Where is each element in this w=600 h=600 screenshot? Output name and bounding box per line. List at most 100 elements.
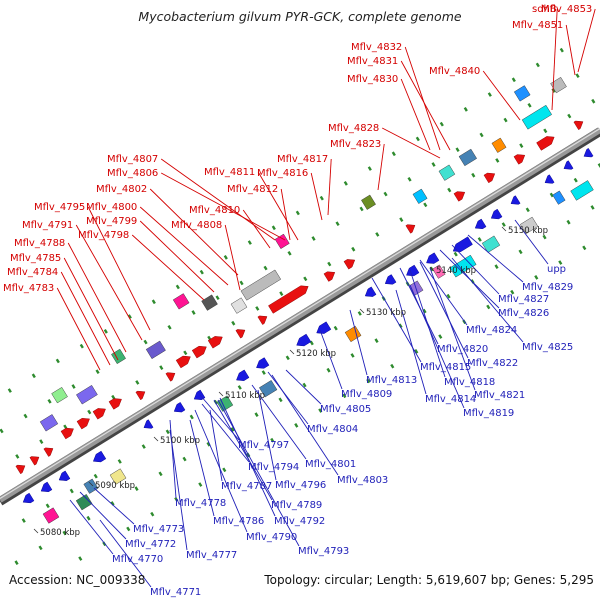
label-mflv-4825[interactable]: Mflv_4825 — [522, 342, 573, 353]
label-mflv-4770[interactable]: Mflv_4770 — [112, 554, 163, 565]
gene-box — [76, 385, 98, 405]
tick-dot — [582, 245, 587, 251]
gene-forward — [165, 372, 176, 382]
leader-mflv-4808 — [224, 224, 241, 291]
tick-mark — [289, 349, 295, 355]
label-mflv-4792[interactable]: Mflv_4792 — [274, 516, 325, 527]
label-mflv-4785[interactable]: Mflv_4785 — [10, 253, 61, 264]
label-mflv-4807[interactable]: Mflv_4807 — [107, 154, 158, 165]
label-mflv-4813[interactable]: Mflv_4813 — [366, 375, 417, 386]
leader-mflv-4802 — [149, 188, 239, 276]
label-mflv-4784[interactable]: Mflv_4784 — [7, 267, 58, 278]
label-mflv-4831[interactable]: Mflv_4831 — [347, 56, 398, 67]
label-mflv-4793[interactable]: Mflv_4793 — [298, 546, 349, 557]
label-mflv-4808[interactable]: Mflv_4808 — [171, 220, 222, 231]
gene-reverse — [490, 208, 503, 220]
label-mflv-4805[interactable]: Mflv_4805 — [320, 404, 371, 415]
label-mflv-4795[interactable]: Mflv_4795 — [34, 202, 85, 213]
label-mflv-4802[interactable]: Mflv_4802 — [96, 184, 147, 195]
label-mflv-4797[interactable]: Mflv_4797 — [238, 440, 289, 451]
label-mflv-4812[interactable]: Mflv_4812 — [227, 184, 278, 195]
label-mflv-4824[interactable]: Mflv_4824 — [466, 325, 517, 336]
label-mflv-4811[interactable]: Mflv_4811 — [204, 167, 255, 178]
label-mflv-4840[interactable]: Mflv_4840 — [429, 66, 480, 77]
gene-arrow — [143, 419, 154, 429]
label-mflv-4815[interactable]: Mflv_4815 — [420, 362, 471, 373]
tick-dot — [438, 334, 443, 339]
tick-dot — [343, 181, 348, 186]
tick-5110-kbp: 5110 kbp — [218, 391, 265, 401]
label-mflv-4778[interactable]: Mflv_4778 — [175, 498, 226, 509]
label-mflv-4820[interactable]: Mflv_4820 — [437, 344, 488, 355]
label-mflv-4799[interactable]: Mflv_4799 — [86, 216, 137, 227]
gene-block — [412, 188, 428, 204]
tick-dot — [79, 343, 84, 349]
gene-arrow — [256, 357, 270, 369]
label-mflv-4810[interactable]: Mflv_4810 — [189, 205, 240, 216]
label-mflv-4822[interactable]: Mflv_4822 — [467, 358, 518, 369]
gene-box — [361, 194, 376, 210]
label-mflv-4853[interactable]: Mflv_4853 — [541, 4, 592, 15]
label-mflv-4771[interactable]: Mflv_4771 — [150, 587, 201, 598]
label-mflv-4777[interactable]: Mflv_4777 — [186, 550, 237, 561]
gene-arrow — [405, 224, 416, 234]
tick-dot — [135, 380, 140, 385]
label-upp[interactable]: upp — [547, 264, 566, 275]
label-mflv-4804[interactable]: Mflv_4804 — [307, 424, 358, 435]
label-mflv-4817[interactable]: Mflv_4817 — [277, 154, 328, 165]
tick-dot-row — [14, 205, 595, 565]
label-mflv-4826[interactable]: Mflv_4826 — [498, 308, 549, 319]
label-mflv-4828[interactable]: Mflv_4828 — [328, 123, 379, 134]
label-mflv-4773[interactable]: Mflv_4773 — [133, 524, 184, 535]
gene-forward — [207, 336, 223, 349]
label-mflv-4819[interactable]: Mflv_4819 — [463, 408, 514, 419]
leader-mflv-4783 — [56, 287, 101, 371]
label-mflv-4830[interactable]: Mflv_4830 — [347, 74, 398, 85]
label-mflv-4806[interactable]: Mflv_4806 — [107, 168, 158, 179]
label-mflv-4818[interactable]: Mflv_4818 — [444, 377, 495, 388]
leader-mflv-4813 — [349, 309, 368, 376]
label-mflv-4809[interactable]: Mflv_4809 — [341, 389, 392, 400]
label-mflv-4796[interactable]: Mflv_4796 — [275, 480, 326, 491]
label-mflv-4798[interactable]: Mflv_4798 — [78, 230, 129, 241]
label-mflv-4801[interactable]: Mflv_4801 — [305, 459, 356, 470]
tick-dot — [590, 205, 595, 210]
label-mflv-4823[interactable]: Mflv_4823 — [330, 139, 381, 150]
label-mflv-4800[interactable]: Mflv_4800 — [86, 202, 137, 213]
gene-reverse — [510, 195, 521, 205]
tick-dot — [23, 413, 28, 419]
label-mflv-4816[interactable]: Mflv_4816 — [257, 168, 308, 179]
label-mflv-4789[interactable]: Mflv_4789 — [271, 500, 322, 511]
label-mflv-4832[interactable]: Mflv_4832 — [351, 42, 402, 53]
label-mflv-4814[interactable]: Mflv_4814 — [425, 394, 476, 405]
gene-forward — [92, 408, 106, 420]
label-mflv-4783[interactable]: Mflv_4783 — [3, 283, 54, 294]
kbp-ticks: 5080 kbp 5090 kbp 5100 kbp 5110 kbp 5120 kbp… — [33, 226, 548, 538]
tick-dot — [182, 456, 187, 462]
label-mflv-4829[interactable]: Mflv_4829 — [522, 282, 573, 293]
label-sdhb[interactable]: sdhB — [532, 4, 557, 15]
tick-dot — [183, 350, 188, 356]
tick-dot — [518, 249, 523, 255]
label-mflv-4794[interactable]: Mflv_4794 — [248, 462, 299, 473]
tick-dot — [175, 284, 180, 290]
leader-mflv-4807 — [160, 158, 276, 241]
gene-reverse — [474, 218, 487, 229]
label-mflv-4786[interactable]: Mflv_4786 — [213, 516, 264, 527]
label-mflv-4827[interactable]: Mflv_4827 — [498, 294, 549, 305]
label-mflv-4791[interactable]: Mflv_4791 — [22, 220, 73, 231]
leader-mflv-4786 — [189, 419, 215, 517]
label-mflv-4790[interactable]: Mflv_4790 — [246, 532, 297, 543]
tick-dot — [294, 423, 299, 428]
label-mflv-4803[interactable]: Mflv_4803 — [337, 475, 388, 486]
label-mflv-4787[interactable]: Mflv_4787 — [221, 481, 272, 492]
label-mflv-4821[interactable]: Mflv_4821 — [474, 390, 525, 401]
label-mflv-4851[interactable]: Mflv_4851 — [512, 20, 563, 31]
label-mflv-4788[interactable]: Mflv_4788 — [14, 238, 65, 249]
gene-block — [201, 294, 218, 311]
gene-reverse — [173, 402, 186, 413]
label-mflv-4772[interactable]: Mflv_4772 — [125, 539, 176, 550]
tick-label: 5150 kbp — [508, 226, 548, 236]
gene-arrow — [316, 321, 332, 334]
tick-dot — [575, 73, 580, 79]
